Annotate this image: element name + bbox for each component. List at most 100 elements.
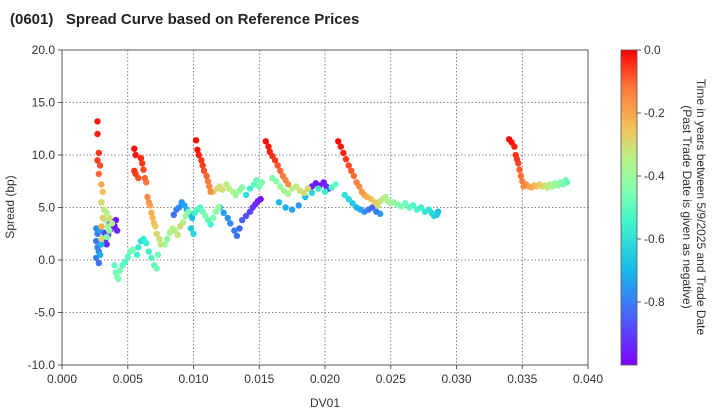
data-point [275, 199, 283, 206]
data-point [206, 183, 213, 190]
data-point [227, 220, 234, 227]
data-point [342, 156, 350, 163]
data-point [505, 136, 513, 143]
data-point [233, 232, 241, 239]
data-point [153, 265, 160, 272]
data-point [516, 166, 523, 173]
data-point [174, 231, 181, 238]
data-point [190, 230, 197, 237]
data-point [340, 149, 347, 157]
data-point [520, 183, 527, 190]
y-tick-label: 0.0 [38, 253, 55, 267]
data-point [103, 233, 110, 241]
data-point [345, 195, 352, 203]
data-point [175, 204, 183, 211]
data-point [512, 151, 519, 159]
data-point [194, 146, 201, 153]
data-point [239, 216, 246, 224]
data-point [421, 208, 429, 215]
data-point [149, 214, 156, 222]
data-point [337, 143, 344, 150]
data-point [95, 149, 103, 157]
data-point [98, 181, 105, 188]
data-point [246, 185, 254, 192]
data-point [170, 211, 177, 218]
data-point [353, 204, 360, 211]
data-point [273, 178, 280, 185]
data-point [198, 157, 205, 164]
data-point [99, 188, 107, 195]
data-point [148, 209, 155, 216]
data-point [119, 262, 126, 269]
data-point [131, 167, 138, 174]
data-point [95, 259, 103, 267]
data-point [341, 191, 348, 199]
colorbar-tick-label: -0.8 [644, 295, 665, 309]
data-point [124, 253, 131, 261]
data-point [189, 214, 196, 222]
x-axis-label: DV01 [310, 396, 340, 410]
x-axis-ticks: 0.000 0.005 0.010 0.015 0.020 0.025 0.030 0.035… [47, 365, 603, 386]
colorbar-tick-label: -0.4 [644, 169, 665, 183]
data-point [145, 248, 152, 255]
data-point [98, 199, 105, 206]
colorbar-gradient [620, 49, 638, 366]
x-tick-label: 0.035 [507, 372, 537, 386]
colorbar: 0.0 -0.2 -0.4 -0.6 -0.8 Time in years betwee… [620, 43, 708, 366]
data-point [246, 208, 254, 215]
data-point [96, 251, 104, 258]
data-point [98, 241, 105, 248]
data-point [116, 267, 124, 274]
colorbar-label-line2: (Past Trade Date is given as negative) [680, 105, 694, 308]
x-tick-label: 0.005 [113, 372, 143, 386]
data-point [300, 189, 308, 196]
x-tick-label: 0.020 [310, 372, 340, 386]
data-point [202, 212, 209, 220]
data-point [277, 167, 284, 174]
data-point [145, 199, 152, 206]
data-point [335, 138, 342, 145]
y-tick-label: 5.0 [38, 201, 55, 215]
data-point [195, 151, 202, 159]
data-point [115, 275, 122, 283]
data-point [192, 137, 200, 144]
y-tick-label: 10.0 [32, 148, 56, 162]
data-point [144, 193, 151, 201]
colorbar-ticks: 0.0 -0.2 -0.4 -0.6 -0.8 [637, 43, 665, 309]
data-point [350, 172, 358, 180]
data-point [321, 188, 329, 195]
y-axis-label: Spread (bp) [3, 175, 17, 238]
colorbar-label-line1: Time in years between 5/9/2025 and Trade… [694, 79, 708, 336]
data-point [153, 230, 160, 237]
data-point [199, 162, 206, 169]
data-point [96, 162, 104, 169]
data-point [204, 178, 212, 185]
y-tick-label: -5.0 [34, 306, 55, 320]
data-point [133, 251, 141, 258]
data-point [207, 188, 214, 195]
data-point [108, 220, 116, 227]
data-point [95, 170, 103, 178]
data-point [132, 151, 139, 159]
data-point [236, 187, 243, 194]
data-point [274, 162, 281, 169]
data-point [377, 210, 384, 217]
data-point [517, 172, 525, 180]
data-point [137, 155, 145, 162]
data-point [353, 179, 360, 186]
data-point [304, 185, 312, 192]
x-tick-label: 0.000 [47, 372, 77, 386]
data-point [231, 227, 238, 234]
data-point [279, 172, 287, 180]
data-point [131, 145, 138, 152]
data-point [224, 214, 231, 222]
data-point [258, 179, 266, 186]
data-point [413, 206, 421, 213]
x-tick-label: 0.025 [376, 372, 406, 386]
data-point [282, 204, 289, 211]
data-point [262, 138, 269, 145]
data-point [210, 214, 217, 222]
data-point [106, 214, 113, 222]
chart-title: (0601) Spread Curve based on Reference P… [10, 11, 359, 28]
